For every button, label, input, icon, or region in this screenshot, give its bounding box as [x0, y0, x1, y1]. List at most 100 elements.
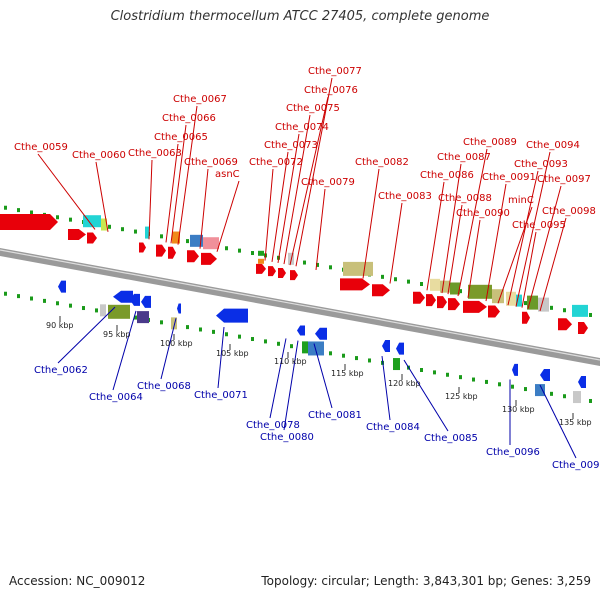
forward-gene	[372, 284, 390, 297]
gene-label-bottom: Cthe_0081	[308, 410, 362, 421]
scale-ticks: 90 kbp 95 kbp 100 kbp 105 kbp 110 kbp 115 kbp…	[46, 316, 592, 427]
gene-label-top: Cthe_0066	[162, 113, 216, 124]
leader-line	[95, 161, 109, 232]
leader-line	[426, 181, 445, 291]
ruler-dot	[524, 387, 527, 392]
ruler-dot	[69, 303, 72, 308]
ruler-dot	[459, 289, 462, 294]
genome-backbone	[0, 248, 600, 366]
forward-gene	[156, 244, 166, 257]
forward-gene	[268, 266, 276, 277]
leader-line	[37, 153, 96, 230]
feature-box	[516, 294, 522, 307]
ruler-dot	[95, 308, 98, 313]
reverse-gene	[130, 293, 140, 306]
forward-gene	[448, 298, 460, 311]
ruler-dot	[290, 344, 293, 349]
ruler-dot	[446, 372, 449, 377]
feature-box	[468, 284, 492, 299]
forward-gene	[87, 232, 97, 244]
leader-line	[217, 327, 225, 389]
label-leader-lines	[37, 77, 577, 459]
gene-labels: Cthe_0059 Cthe_0060 Cthe_0063 Cthe_0065 Cthe…	[14, 66, 600, 471]
ruler-dot	[160, 320, 163, 325]
ruler-dot	[160, 234, 163, 239]
feature-box	[535, 384, 545, 397]
gene-label-top: Cthe_0094	[526, 140, 580, 151]
feature-box	[100, 304, 106, 317]
gene-label-top: Cthe_0087	[437, 152, 491, 163]
ruler-dot	[82, 306, 85, 311]
tick-label: 115 kbp	[331, 369, 364, 378]
leader-line	[112, 310, 137, 391]
gene-label-top: Cthe_0082	[355, 157, 409, 168]
ruler-dot	[251, 251, 254, 256]
gene-label-bottom: Cthe_0096	[486, 447, 540, 458]
gene-label-top: Cthe_0093	[514, 159, 568, 170]
feature-box	[450, 282, 460, 295]
ruler-dot	[407, 279, 410, 284]
gene-label-bottom: Cthe_0085	[424, 433, 478, 444]
forward-gene	[463, 300, 487, 313]
ruler-dot	[316, 262, 319, 267]
gene-label-bottom: Cthe_0068	[137, 381, 191, 392]
gene-label-top: Cthe_0083	[378, 191, 432, 202]
ruler-dot	[17, 294, 20, 299]
tick-label: 95 kbp	[103, 330, 131, 339]
reverse-gene	[396, 342, 404, 355]
forward-gene	[290, 270, 298, 281]
ruler-dot	[4, 205, 7, 210]
leader-line	[515, 151, 551, 307]
ruler-dot	[550, 305, 553, 310]
forward-gene	[558, 318, 572, 331]
gene-label-top: Cthe_0069	[184, 157, 238, 168]
ruler-dot	[186, 239, 189, 244]
reverse-gene	[512, 363, 518, 376]
forward-gene	[488, 305, 500, 318]
leader-line	[389, 202, 403, 284]
feature-box	[101, 218, 107, 231]
forward-gene	[437, 296, 447, 309]
leader-line	[485, 183, 507, 302]
tick-label: 120 kbp	[388, 379, 421, 388]
feature-box	[172, 231, 180, 244]
leader-line	[269, 338, 287, 419]
reverse-gene	[113, 290, 133, 303]
leader-line	[467, 219, 481, 298]
ruler-dot	[56, 301, 59, 306]
ruler-dot	[355, 356, 358, 361]
feature-box	[393, 358, 400, 371]
gene-label-bottom: Cthe_0062	[34, 365, 88, 376]
gene-label-bottom: Cthe_0084	[366, 422, 420, 433]
ruler-dot	[368, 358, 371, 363]
gene-label-top: Cthe_0073	[264, 140, 318, 151]
leader-line	[283, 114, 311, 265]
gene-label-top: Cthe_0079	[301, 177, 355, 188]
reverse-gene	[58, 280, 66, 293]
ruler-dot	[433, 370, 436, 375]
leader-line	[57, 306, 116, 364]
gene-label-top: Cthe_0098	[542, 206, 596, 217]
forward-gene	[256, 263, 266, 274]
feature-box	[203, 237, 219, 250]
tick-label: 125 kbp	[445, 392, 478, 401]
ruler-dot	[212, 329, 215, 334]
tick-label: 90 kbp	[46, 321, 74, 330]
forward-gene	[168, 246, 176, 259]
tick-label: 130 kbp	[502, 405, 535, 414]
tick-label: 135 kbp	[559, 418, 592, 427]
forward-gene	[340, 278, 370, 291]
accession-text: Accession: NC_009012	[9, 574, 146, 588]
ruler-dot	[511, 384, 514, 389]
feature-box	[573, 391, 581, 404]
map-title: Clostridium thermocellum ATCC 27405, com…	[110, 9, 490, 24]
gene-label-top: Cthe_0059	[14, 142, 68, 153]
ruler-dot	[225, 246, 228, 251]
forward-gene	[426, 294, 436, 307]
gene-features	[0, 214, 588, 404]
ruler-dot	[563, 394, 566, 399]
ruler-dot	[69, 217, 72, 222]
reverse-gene	[382, 340, 390, 353]
